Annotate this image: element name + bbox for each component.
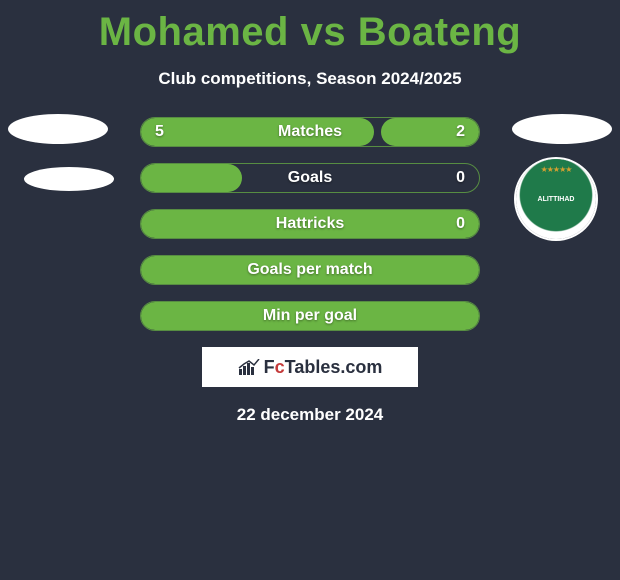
stat-bar-track: Goals per match [140,255,480,285]
stat-bar-track: Matches 5 2 [140,117,480,147]
stat-row: Goals 0 [140,163,480,193]
player-left-avatar [8,114,108,144]
stat-bar-track: Min per goal [140,301,480,331]
stat-label: Matches [278,123,342,141]
stat-label: Min per goal [263,307,357,325]
date-text: 22 december 2024 [0,405,620,425]
comparison-subtitle: Club competitions, Season 2024/2025 [0,69,620,89]
stat-value-right: 0 [456,169,465,187]
chart-icon [238,359,260,375]
stat-value-right: 2 [456,123,465,141]
watermark: FcTables.com [202,347,418,387]
stats-area: ALITTIHAD Matches52Goals0Hattricks0Goals… [0,117,620,331]
stat-row: Matches 5 2 [140,117,480,147]
stat-label: Goals [288,169,332,187]
team-right-logo: ALITTIHAD [516,159,596,239]
stat-label: Hattricks [276,215,344,233]
watermark-text: FcTables.com [264,357,383,378]
stat-row: Goals per match [140,255,480,285]
team-right-label: ALITTIHAD [538,196,575,203]
stat-label: Goals per match [247,261,372,279]
comparison-title: Mohamed vs Boateng [0,0,620,55]
bar-container: Matches 5 2 Goals 0 Hattricks 0 Goals per match… [140,117,480,331]
player-right-avatar [512,114,612,144]
stat-bar-track: Goals 0 [140,163,480,193]
stat-row: Hattricks 0 [140,209,480,239]
stat-value-right: 0 [456,215,465,233]
team-left-logo [24,167,114,191]
stat-row: Min per goal [140,301,480,331]
stat-fill-left [141,164,242,192]
stat-bar-track: Hattricks 0 [140,209,480,239]
stat-value-left: 5 [155,123,164,141]
